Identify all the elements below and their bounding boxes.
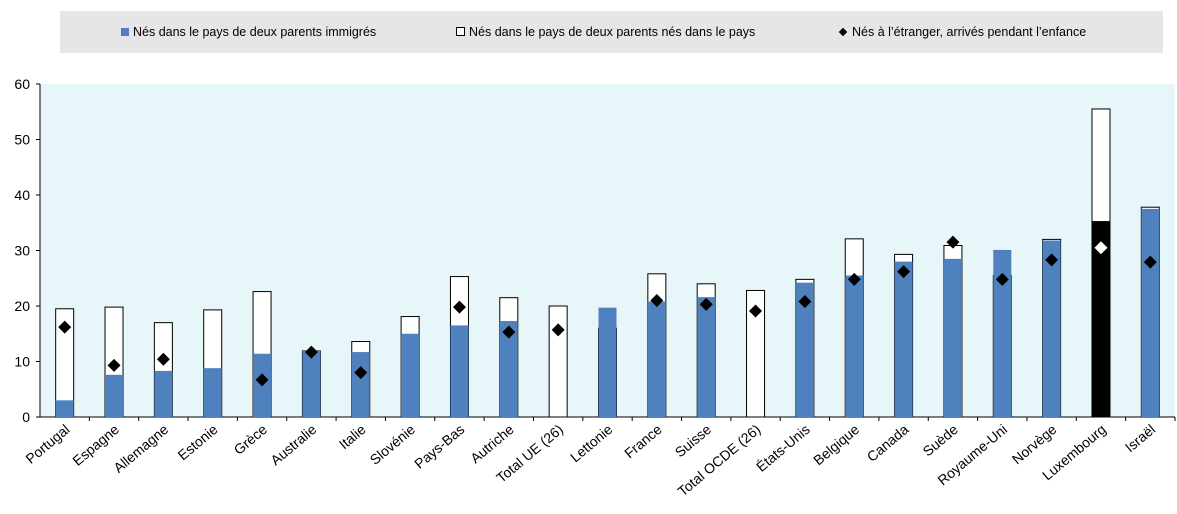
x-tick-label: Suède [920, 421, 961, 459]
bar-immigrant-parents [1141, 208, 1160, 417]
bar-immigrant-parents [401, 333, 420, 417]
y-tick-label: 30 [14, 243, 30, 259]
marker-foreign-born [58, 320, 72, 334]
marker-foreign-born [699, 297, 713, 311]
legend-label-3: Nés à l’étranger, arrivés pendant l’enfa… [852, 25, 1087, 39]
bar-immigrant-parents [647, 301, 666, 417]
bar-immigrant-parents [795, 282, 814, 417]
x-tick-label: Estonie [175, 421, 221, 463]
legend-swatch-outline [456, 27, 465, 37]
y-tick-label: 40 [14, 187, 30, 203]
bar-immigrant-parents [154, 370, 173, 417]
bar-immigrant-parents [203, 368, 222, 417]
marker-foreign-born [749, 304, 763, 318]
bar-immigrant-parents [351, 352, 370, 417]
marker-foreign-born [551, 323, 565, 337]
marker-foreign-born [107, 358, 121, 372]
marker-foreign-born [995, 272, 1009, 286]
x-tick-label: Total OCDE (26) [675, 421, 764, 499]
x-tick-label: Italie [336, 421, 369, 452]
marker-foreign-born [255, 373, 269, 387]
y-tick-label: 20 [14, 298, 30, 314]
bar-immigrant-parents [302, 350, 321, 417]
x-tick-label: Canada [864, 421, 912, 465]
legend-swatch-blue [121, 27, 129, 36]
bar-native-parents [746, 289, 766, 418]
bar-immigrant-parents [450, 325, 469, 417]
bar-immigrant-parents [943, 258, 962, 417]
x-tick-label: Suisse [672, 421, 715, 460]
bar-immigrant-parents [499, 320, 518, 417]
marker-foreign-born [1045, 253, 1059, 267]
legend: Nés dans le pays de deux parents immigré… [60, 11, 1163, 53]
bar-immigrant-parents [105, 374, 124, 417]
x-tick-label: France [621, 421, 665, 461]
legend-item-immigrant-parents: Nés dans le pays de deux parents immigré… [121, 11, 376, 53]
legend-item-foreign-born-children: Nés à l’étranger, arrivés pendant l’enfa… [838, 11, 1086, 53]
legend-label-1: Nés dans le pays de deux parents immigré… [133, 25, 377, 39]
bar-immigrant-parents [697, 297, 716, 417]
bar-immigrant-parents [1042, 240, 1061, 417]
marker-foreign-born [1143, 255, 1157, 269]
bar-immigrant-parents [55, 400, 74, 417]
marker-foreign-born [452, 300, 466, 314]
marker-foreign-born [847, 272, 861, 286]
marker-foreign-born [502, 325, 516, 339]
marker-foreign-born [304, 345, 318, 359]
x-tick-label: Grèce [231, 421, 271, 458]
y-tick-label: 10 [14, 354, 30, 370]
bar-immigrant-parents [894, 261, 913, 417]
marker-foreign-born [946, 235, 960, 249]
x-tick-label: Portugal [22, 421, 72, 467]
marker-foreign-born [156, 352, 170, 366]
bar-native-parents [548, 305, 568, 418]
y-tick-label: 0 [22, 409, 30, 425]
bar-immigrant-parents [1091, 221, 1110, 417]
x-tick-label: Lettonie [567, 421, 616, 465]
legend-item-native-parents: Nés dans le pays de deux parents nés dan… [456, 11, 755, 53]
marker-foreign-born [798, 295, 812, 309]
x-tick-label: États-Unis [753, 421, 813, 475]
bar-immigrant-parents [993, 249, 1012, 417]
x-tick-label: Slovénie [367, 421, 419, 468]
legend-label-2: Nés dans le pays de deux parents nés dan… [469, 25, 756, 39]
y-tick-label: 50 [14, 132, 30, 148]
bar-immigrant-parents [598, 307, 617, 417]
bar-immigrant-parents [845, 275, 864, 417]
marker-foreign-born [354, 366, 368, 380]
x-tick-label: Australie [267, 421, 319, 468]
marker-foreign-born [650, 293, 664, 307]
x-tick-label: Belgique [810, 421, 862, 468]
x-tick-label: Israël [1122, 421, 1159, 455]
marker-foreign-born [897, 265, 911, 279]
y-tick-label: 60 [14, 76, 30, 92]
x-tick-label: Allemagne [110, 421, 171, 476]
x-tick-label: Pays-Bas [411, 421, 467, 472]
marker-foreign-born [1094, 241, 1108, 255]
